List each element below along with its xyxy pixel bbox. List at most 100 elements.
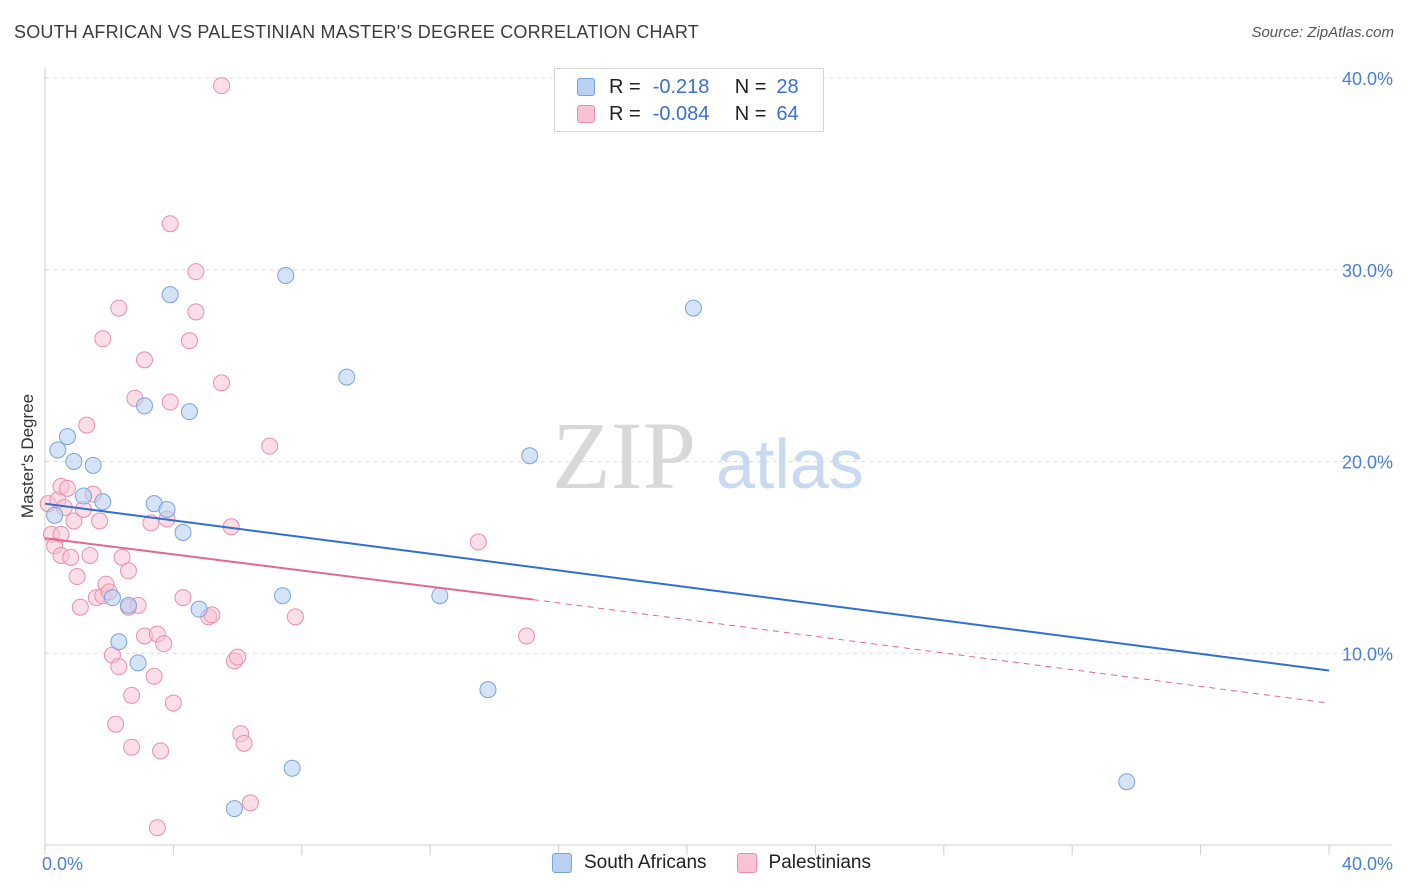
y-tick-label: 40.0%	[1342, 69, 1393, 89]
south-african-point	[49, 441, 67, 459]
south-africans-trend-line	[44, 502, 1330, 672]
palestinian-point	[174, 589, 192, 607]
palestinian-point	[286, 608, 304, 626]
palestinian-point	[62, 548, 80, 566]
watermark-zip: ZIP	[552, 402, 696, 509]
palestinian-point	[213, 374, 231, 392]
palestinian-point	[52, 525, 70, 543]
palestinian-point	[68, 568, 86, 586]
south-africans-points	[46, 267, 1136, 818]
palestinian-point	[65, 512, 83, 530]
x-tick-label: 40.0%	[1342, 854, 1393, 874]
palestinian-point	[123, 738, 141, 756]
south-african-point	[479, 681, 497, 699]
bottom-legend-swatch-pink	[736, 853, 757, 873]
y-tick-label: 10.0%	[1342, 644, 1393, 664]
south-african-point	[521, 447, 539, 465]
palestinian-point	[145, 667, 163, 685]
palestinian-point	[119, 562, 137, 580]
palestinian-point	[110, 299, 128, 317]
palestinian-point	[229, 648, 247, 666]
bottom-legend-label: South Africans	[584, 852, 707, 873]
south-african-point	[225, 800, 243, 818]
chart-source: Source: ZipAtlas.com	[1251, 24, 1394, 41]
palestinian-point	[148, 819, 166, 837]
palestinian-point	[180, 332, 198, 350]
legend-r-label: R =	[609, 75, 641, 98]
legend-r-value: -0.084	[652, 102, 710, 125]
axes	[44, 68, 1392, 855]
south-african-point	[1118, 773, 1136, 791]
palestinian-point	[518, 627, 535, 645]
south-african-point	[161, 286, 179, 304]
bottom-legend-label: Palestinians	[768, 852, 871, 873]
legend-row-south-africans: R = -0.218 N = 28	[577, 74, 799, 100]
legend: R = -0.218 N = 28 R = -0.084 N = 64	[554, 68, 824, 132]
legend-n-label: N =	[734, 75, 767, 98]
south-african-point	[158, 500, 176, 518]
legend-n-value: 64	[776, 102, 799, 125]
south-african-point	[136, 397, 154, 415]
y-axis-label: Master's Degree	[18, 394, 37, 518]
palestinian-point	[58, 479, 76, 497]
legend-row-palestinians: R = -0.084 N = 64	[577, 101, 799, 127]
palestinian-point	[187, 263, 205, 281]
south-african-point	[110, 633, 128, 651]
legend-r-value: -0.218	[652, 75, 710, 98]
south-african-point	[75, 487, 93, 505]
legend-r-label: R =	[609, 102, 641, 125]
grid-lines	[45, 77, 1392, 654]
south-african-point	[84, 456, 102, 474]
bottom-legend-south-africans: South Africans	[552, 852, 707, 874]
south-african-point	[431, 587, 449, 605]
south-african-point	[283, 759, 301, 777]
palestinian-point	[91, 512, 109, 530]
bottom-legend-swatch-blue	[552, 853, 572, 873]
south-african-point	[58, 428, 76, 446]
watermark: ZIP atlas	[552, 402, 864, 509]
south-african-point	[274, 587, 292, 605]
y-tick-label: 30.0%	[1342, 261, 1393, 281]
watermark-atlas: atlas	[716, 425, 864, 503]
palestinian-point	[78, 416, 96, 434]
bottom-legend-palestinians: Palestinians	[736, 852, 871, 874]
south-african-point	[94, 493, 112, 511]
palestinian-point	[136, 351, 154, 369]
south-african-point	[174, 523, 192, 541]
palestinian-point	[71, 598, 89, 616]
palestinians-trend-extension	[532, 599, 1330, 704]
palestinian-point	[81, 546, 99, 564]
palestinian-point	[123, 686, 141, 704]
chart-title: SOUTH AFRICAN VS PALESTINIAN MASTER'S DE…	[14, 22, 699, 42]
palestinian-point	[161, 393, 179, 411]
tick-labels: 10.0% 20.0% 30.0% 40.0% 0.0% 40.0%	[42, 69, 1393, 874]
palestinian-point	[110, 658, 128, 676]
palestinian-point	[213, 77, 231, 95]
palestinian-point	[152, 742, 170, 760]
palestinian-point	[241, 794, 259, 812]
south-african-point	[46, 506, 64, 524]
palestinian-point	[107, 715, 125, 733]
bottom-legend: South Africans Palestinians	[552, 852, 901, 874]
palestinian-point	[161, 215, 179, 233]
palestinians-trend-line	[44, 537, 534, 601]
south-african-point	[180, 403, 198, 421]
south-african-point	[65, 453, 83, 470]
palestinians-points	[39, 77, 535, 837]
legend-n-value: 28	[776, 75, 799, 98]
legend-swatch-blue	[577, 78, 595, 96]
legend-swatch-pink	[577, 105, 595, 123]
south-african-point	[119, 596, 137, 614]
south-african-point	[103, 589, 121, 607]
x-tick-label: 0.0%	[42, 854, 83, 874]
south-african-point	[338, 368, 356, 386]
palestinian-point	[469, 533, 487, 551]
south-african-point	[684, 299, 702, 317]
palestinian-point	[94, 330, 112, 348]
palestinian-point	[155, 635, 173, 653]
south-african-point	[190, 600, 208, 618]
palestinian-point	[261, 437, 279, 455]
palestinian-point	[187, 303, 205, 321]
south-african-point	[129, 654, 147, 672]
